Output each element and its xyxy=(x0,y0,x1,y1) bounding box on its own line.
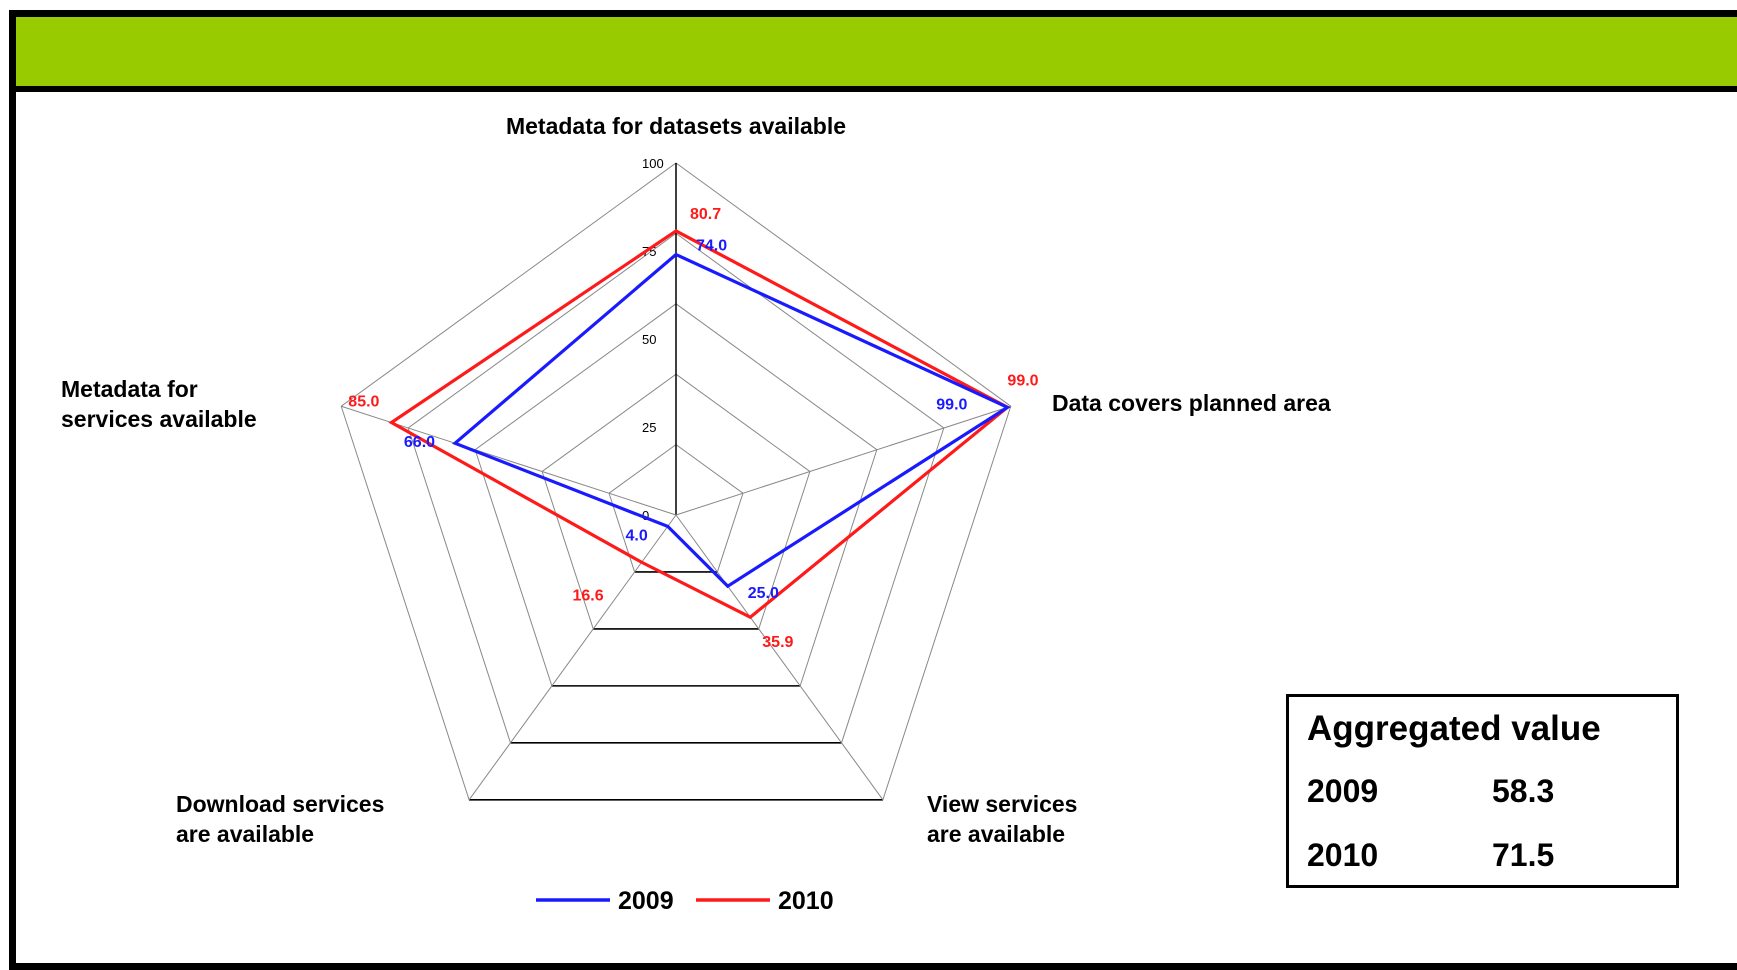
report-frame xyxy=(9,10,1737,970)
series-line-2010 xyxy=(388,229,1011,620)
axis-spoke xyxy=(675,405,1011,516)
axis-label-line: services available xyxy=(61,406,257,432)
legend-label-2009: 2009 xyxy=(618,887,674,915)
axis-label-line: Metadata for xyxy=(61,376,198,402)
axis-label: Metadata for datasets available xyxy=(506,113,846,139)
axis-label-line: Data covers planned area xyxy=(1052,390,1331,416)
data-label-2010: 16.6 xyxy=(573,587,604,604)
data-label-2010: 35.9 xyxy=(762,634,793,651)
radar-labels: 74.0 99.0 25.0 4.0 66.0 80.7 99.0 35.9 16.6 85.0 M… xyxy=(61,113,1331,847)
header-bar xyxy=(16,17,1737,92)
aggregated-year: 2010 xyxy=(1307,837,1379,873)
axis-label-line: Metadata for datasets available xyxy=(506,113,846,139)
axis-spoke xyxy=(468,514,677,801)
tick-label: 100 xyxy=(642,156,664,171)
data-label-2009: 4.0 xyxy=(625,527,647,544)
axis-label-line: Download services xyxy=(176,791,384,817)
data-label-2009: 99.0 xyxy=(936,396,967,413)
data-label-2010: 85.0 xyxy=(348,394,379,411)
axis-label: Metadata for services available xyxy=(61,376,257,432)
aggregated-year: 2009 xyxy=(1307,773,1379,809)
axis-label-line: are available xyxy=(927,821,1065,847)
aggregated-value: 58.3 xyxy=(1492,773,1555,809)
aggregated-value-box: Aggregated value 2009 58.3 2010 71.5 xyxy=(1286,694,1679,888)
series-line-2009 xyxy=(451,252,1011,589)
data-label-2009: 25.0 xyxy=(748,585,779,602)
aggregated-value: 71.5 xyxy=(1492,837,1555,873)
axis-label: View services are available xyxy=(927,791,1077,847)
aggregated-title: Aggregated value xyxy=(1307,709,1601,748)
axis-label: Download services are available xyxy=(176,791,384,847)
tick-label: 50 xyxy=(642,332,656,347)
radar-series xyxy=(388,229,1011,620)
data-label-2009: 74.0 xyxy=(696,238,727,255)
legend-label-2010: 2010 xyxy=(778,887,834,915)
tick-label: 0 xyxy=(642,508,649,523)
axis-label-line: are available xyxy=(176,821,314,847)
data-label-2010: 99.0 xyxy=(1007,372,1038,389)
data-label-2010: 80.7 xyxy=(690,206,721,223)
axis-label: Data covers planned area xyxy=(1052,390,1331,416)
chart-legend: 2009 2010 xyxy=(536,887,834,915)
data-label-2009: 66.0 xyxy=(404,434,435,451)
axis-label-line: View services xyxy=(927,791,1077,817)
tick-label: 25 xyxy=(642,420,656,435)
axis-spoke xyxy=(675,514,884,801)
